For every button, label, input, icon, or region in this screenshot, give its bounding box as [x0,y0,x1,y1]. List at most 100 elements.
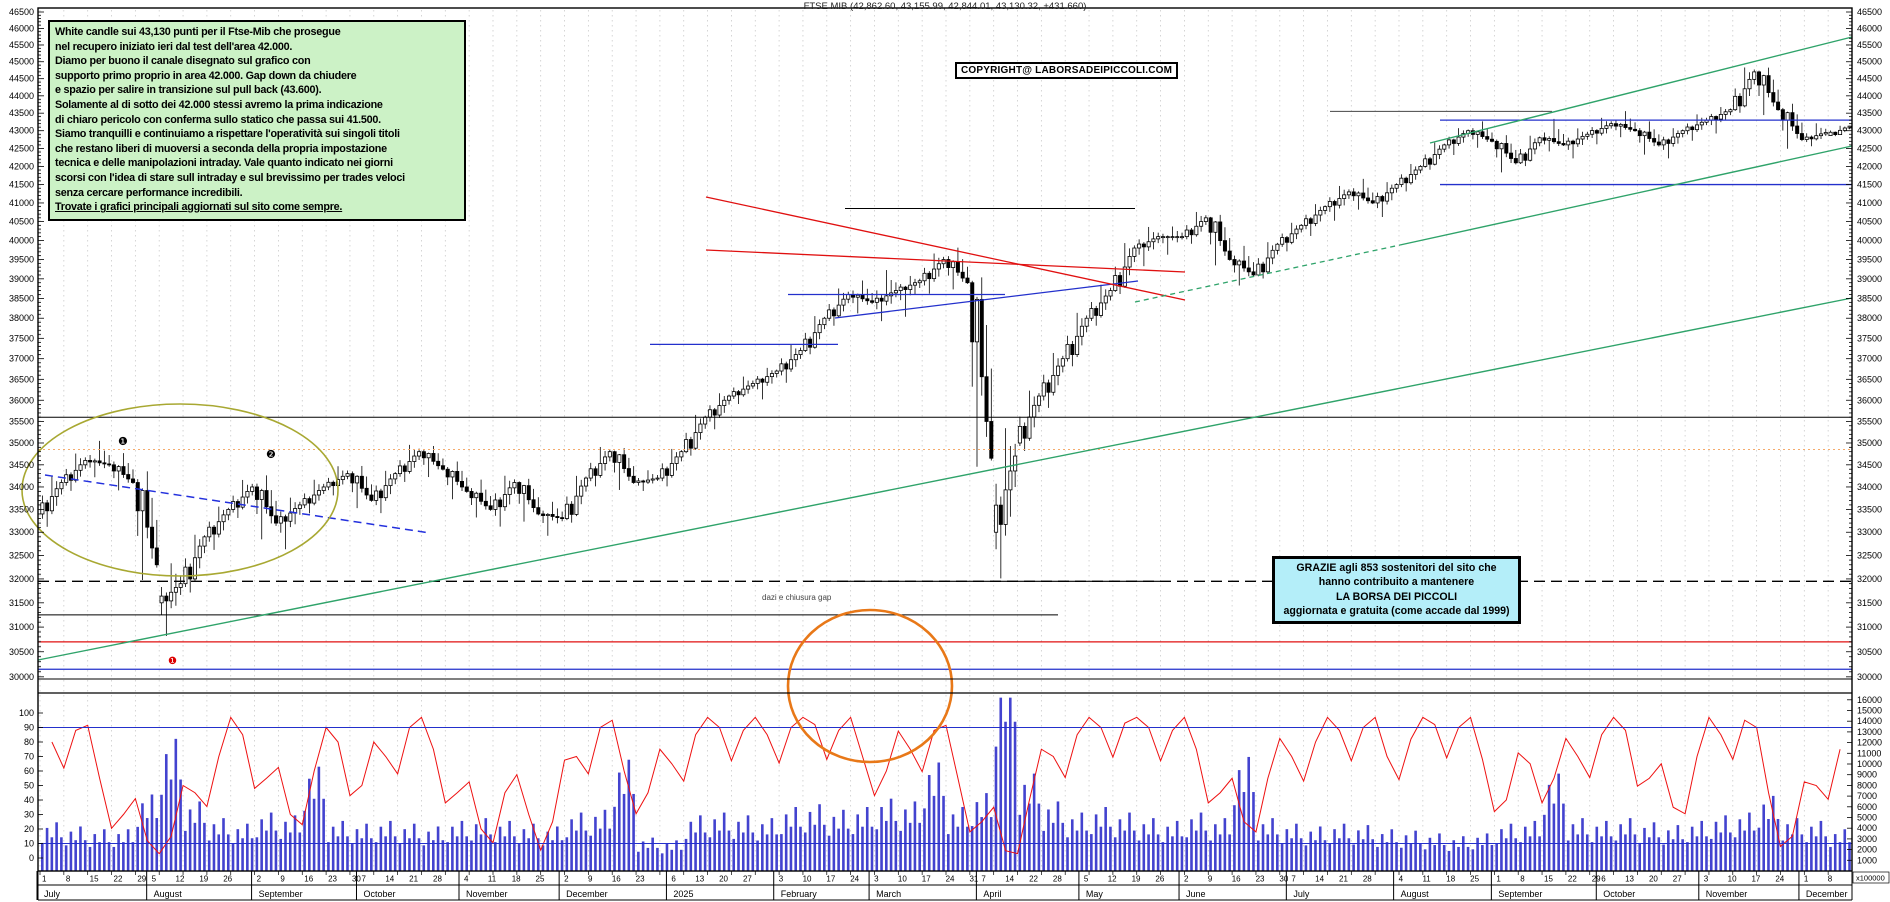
svg-text:43000: 43000 [9,126,34,136]
wave-label-2: ❷ [266,449,276,461]
svg-text:13: 13 [1625,875,1634,884]
svg-text:33500: 33500 [9,504,34,514]
svg-text:5: 5 [152,875,157,884]
svg-text:42000: 42000 [1857,161,1882,171]
svg-text:42000: 42000 [9,161,34,171]
svg-text:29: 29 [137,875,146,884]
svg-text:42500: 42500 [1857,143,1882,153]
svg-text:11: 11 [1422,875,1431,884]
svg-text:37500: 37500 [1857,333,1882,343]
svg-text:14: 14 [385,875,394,884]
volume-bars [41,697,1851,871]
svg-text:November: November [466,889,508,899]
svg-text:September: September [1498,889,1542,899]
svg-text:4: 4 [1399,875,1404,884]
svg-text:16000: 16000 [1857,695,1882,705]
shapes [21,403,954,764]
consolidation-ellipse [21,403,339,577]
svg-text:44500: 44500 [9,74,34,84]
svg-text:20: 20 [24,824,34,834]
oscillator-line [51,716,1841,855]
svg-text:12000: 12000 [1857,738,1882,748]
svg-text:6: 6 [671,875,676,884]
copyright-badge: COPYRIGHT@ LABORSADEIPICCOLI.COM [955,62,1179,79]
svg-text:27: 27 [743,875,752,884]
svg-text:26: 26 [1155,875,1164,884]
svg-text:41500: 41500 [1857,180,1882,190]
svg-text:37000: 37000 [1857,354,1882,364]
gap-note: dazi e chiusura gap [762,593,832,602]
svg-text:11: 11 [488,875,497,884]
svg-text:December: December [566,889,608,899]
svg-text:20: 20 [719,875,728,884]
svg-text:12: 12 [1108,875,1117,884]
svg-text:46000: 46000 [9,23,34,33]
svg-text:40: 40 [24,795,34,805]
svg-text:30500: 30500 [1857,647,1882,657]
svg-text:34000: 34000 [9,482,34,492]
red-resistance-steep [705,196,1186,301]
commentary-site-note: Trovate i grafici principali aggiornati … [55,201,343,214]
svg-text:6: 6 [1601,875,1606,884]
svg-text:70: 70 [24,752,34,762]
chart-title: FTSE MIB (42,862.60, 43,155.99, 42,844.0… [803,1,1087,12]
svg-text:4000: 4000 [1857,823,1877,833]
svg-text:1: 1 [42,875,47,884]
trendlines [37,36,1853,661]
svg-text:30: 30 [24,810,34,820]
svg-text:45500: 45500 [9,40,34,50]
svg-text:44000: 44000 [1857,91,1882,101]
svg-text:45000: 45000 [1857,57,1882,67]
svg-text:7: 7 [361,875,366,884]
svg-text:30: 30 [1279,875,1288,884]
svg-text:43500: 43500 [1857,108,1882,118]
svg-text:17: 17 [826,875,835,884]
svg-text:November: November [1706,889,1748,899]
svg-text:31500: 31500 [9,598,34,608]
svg-text:100: 100 [19,708,34,718]
supporters-box: GRAZIE agli 853 sostenitori del sito che… [1272,556,1521,624]
svg-text:2000: 2000 [1857,845,1877,855]
svg-text:31000: 31000 [1857,622,1882,632]
svg-text:46500: 46500 [1857,7,1882,17]
svg-text:35000: 35000 [9,438,34,448]
svg-text:13: 13 [695,875,704,884]
svg-text:27: 27 [1673,875,1682,884]
svg-text:31000: 31000 [9,622,34,632]
svg-text:18: 18 [1446,875,1455,884]
annotations: ❶ ❷ ❶ dazi e chiusura gap [118,436,832,667]
svg-text:33000: 33000 [9,527,34,537]
svg-text:43000: 43000 [1857,126,1882,136]
candlesticks [40,67,1852,637]
svg-text:1: 1 [1804,875,1809,884]
svg-text:2: 2 [1184,875,1189,884]
svg-text:9: 9 [280,875,285,884]
svg-text:34500: 34500 [9,460,34,470]
svg-text:6000: 6000 [1857,802,1877,812]
svg-text:10000: 10000 [1857,759,1882,769]
svg-text:32500: 32500 [9,550,34,560]
svg-text:38000: 38000 [9,313,34,323]
svg-text:24: 24 [1775,875,1784,884]
svg-text:46500: 46500 [9,7,34,17]
svg-text:15: 15 [90,875,99,884]
svg-text:30000: 30000 [1857,672,1882,682]
svg-text:1: 1 [1496,875,1501,884]
blue-rising-support [834,280,1139,319]
svg-text:8: 8 [1520,875,1525,884]
svg-text:60: 60 [24,766,34,776]
svg-text:May: May [1086,889,1104,899]
svg-text:11000: 11000 [1857,748,1881,758]
svg-text:31500: 31500 [1857,598,1882,608]
svg-text:10: 10 [1728,875,1737,884]
svg-text:8000: 8000 [1857,780,1877,790]
green-long-uptrend [37,297,1853,661]
svg-text:0: 0 [29,853,34,863]
svg-text:18: 18 [512,875,521,884]
svg-text:31: 31 [969,875,978,884]
svg-text:5: 5 [1084,875,1089,884]
svg-text:3: 3 [874,875,879,884]
svg-text:35500: 35500 [9,416,34,426]
svg-text:February: February [781,889,818,899]
